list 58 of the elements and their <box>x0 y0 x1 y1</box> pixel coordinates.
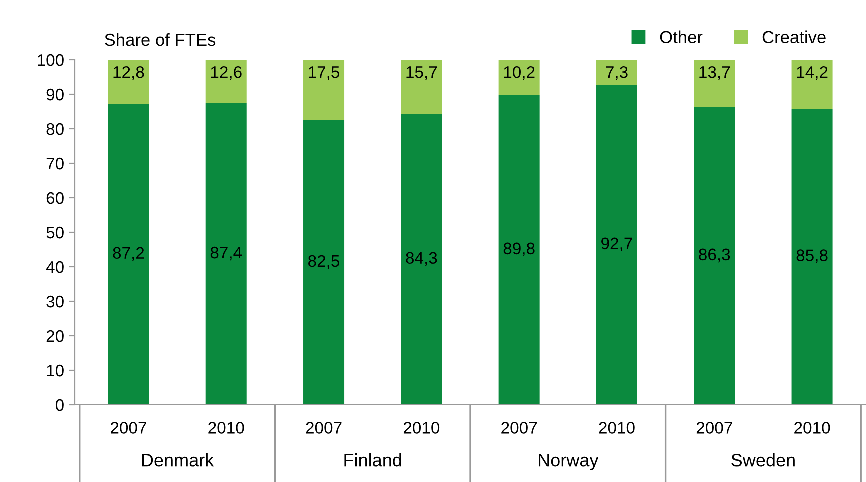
data-label: 85,8 <box>796 250 828 264</box>
bar <box>401 114 442 405</box>
data-label: 17,5 <box>309 66 340 80</box>
bar <box>792 60 833 109</box>
bar <box>108 104 150 405</box>
bar <box>694 107 736 405</box>
data-label: 87,2 <box>113 247 144 262</box>
y-tick-label: 100 <box>38 54 64 66</box>
y-axis-title: Share of FTEs <box>105 33 216 46</box>
data-label: 84,3 <box>406 252 438 266</box>
bar <box>108 60 150 104</box>
x-tick-label: 2007 <box>111 422 146 434</box>
y-tick-label: 10 <box>47 364 64 377</box>
text: Sweden <box>732 454 795 467</box>
legend-label: Other <box>660 30 703 44</box>
data-label: 13,7 <box>700 66 730 80</box>
y-tick-label: 0 <box>56 399 64 412</box>
x-tick-label: 2010 <box>599 422 635 434</box>
data-label: 12,8 <box>114 66 144 80</box>
bar <box>596 60 638 86</box>
bar <box>206 103 247 405</box>
y-tick-label: 70 <box>46 158 64 170</box>
data-label: 14,2 <box>797 66 828 80</box>
bar <box>694 60 736 108</box>
data-label: 89,8 <box>504 242 535 257</box>
x-tick-label: 2007 <box>306 422 342 434</box>
data-label: 87,4 <box>210 246 242 261</box>
text: Denmark <box>142 454 214 467</box>
x-tick-label: 2010 <box>208 422 244 434</box>
data-label: 10,2 <box>504 66 535 80</box>
bar <box>304 120 345 405</box>
data-label: 82,5 <box>308 255 340 270</box>
bar <box>401 60 442 114</box>
data-label: 12,6 <box>211 66 242 80</box>
x-tick-label: 2007 <box>502 422 538 434</box>
bar <box>206 60 247 104</box>
text: Finland <box>344 454 402 467</box>
x-tick-label: 2007 <box>696 422 732 434</box>
bar <box>498 60 540 96</box>
data-label: 92,7 <box>602 238 632 252</box>
y-tick-label: 60 <box>46 192 64 204</box>
data-label: 7,3 <box>606 66 628 80</box>
y-tick-label: 90 <box>46 88 64 101</box>
y-tick-label: 80 <box>46 123 64 136</box>
y-tick-label: 50 <box>46 226 64 239</box>
x-tick-label: 2010 <box>404 422 440 434</box>
data-label: 15,7 <box>406 66 438 80</box>
legend-label: Creative <box>762 30 826 44</box>
data-label: 86,3 <box>699 248 730 263</box>
bar <box>498 95 540 405</box>
y-tick-label: 30 <box>46 296 64 308</box>
y-tick-label: 40 <box>46 261 64 274</box>
bar <box>792 108 833 405</box>
text: Norway <box>539 454 599 470</box>
bar <box>596 85 638 405</box>
bar <box>304 60 345 120</box>
y-tick-label: 20 <box>46 330 64 342</box>
x-tick-label: 2010 <box>794 422 830 434</box>
